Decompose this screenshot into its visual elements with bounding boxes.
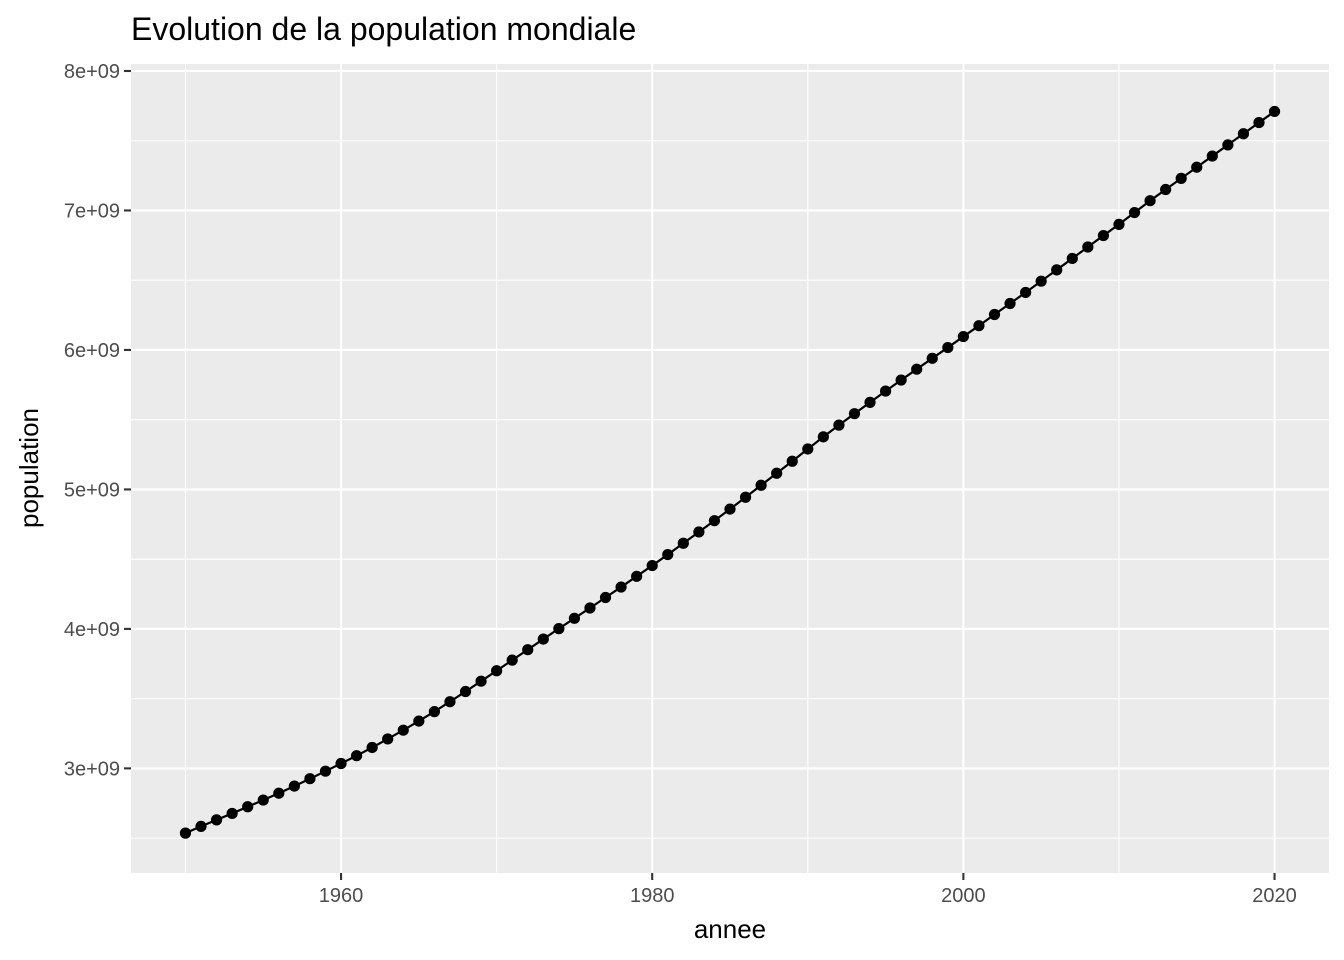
data-point — [210, 814, 223, 826]
y-tick-label: 5e+09 — [64, 479, 120, 501]
data-point — [1066, 252, 1078, 265]
x-axis-title: annee — [694, 914, 766, 944]
data-point — [708, 515, 721, 527]
plot-panel — [131, 64, 1329, 873]
data-point — [755, 479, 767, 491]
data-point — [553, 623, 565, 635]
data-point — [677, 537, 689, 549]
data-point — [879, 385, 892, 397]
data-point — [802, 443, 814, 455]
data-point — [1253, 116, 1265, 129]
data-point — [288, 780, 300, 792]
series-layer — [179, 105, 1281, 839]
data-point — [257, 794, 269, 806]
data-point — [864, 396, 876, 408]
x-tick-label: 2000 — [941, 885, 986, 907]
data-point — [1160, 183, 1172, 196]
data-point — [1237, 128, 1250, 140]
data-point — [662, 548, 674, 561]
y-tick-label: 4e+09 — [64, 619, 120, 641]
data-point — [973, 320, 985, 332]
data-point — [522, 644, 534, 656]
data-point — [957, 330, 969, 343]
data-point — [1128, 206, 1141, 219]
data-point — [506, 654, 518, 666]
data-point — [537, 633, 549, 645]
data-point — [833, 419, 845, 431]
data-point — [491, 665, 503, 677]
y-tick-label: 3e+09 — [64, 758, 120, 780]
data-point — [942, 341, 954, 354]
y-tick-label: 6e+09 — [64, 340, 120, 362]
chart-title: Evolution de la population mondiale — [131, 11, 636, 47]
data-point — [1082, 241, 1094, 253]
axis-layer: 1960 1980 2000 2020 3e+09 4e+09 5e+09 6e+09 7e+0… — [64, 61, 1297, 907]
data-point — [817, 431, 829, 443]
data-point — [226, 807, 238, 820]
data-point — [273, 787, 285, 799]
x-tick-label: 1960 — [319, 885, 364, 907]
data-point — [242, 801, 254, 813]
data-point — [1206, 150, 1218, 162]
data-point — [631, 570, 643, 582]
x-tick-label: 2020 — [1252, 885, 1297, 907]
y-tick-label: 8e+09 — [64, 61, 120, 83]
data-point — [615, 581, 627, 593]
data-point — [739, 491, 752, 503]
data-point — [459, 685, 472, 698]
data-point — [724, 503, 736, 515]
data-point — [428, 706, 440, 718]
data-point — [179, 827, 192, 839]
data-point — [335, 757, 347, 770]
grid-layer — [131, 64, 1329, 873]
data-point — [895, 374, 907, 386]
x-tick-label: 1980 — [630, 885, 675, 907]
data-point — [397, 724, 409, 736]
data-point — [475, 675, 487, 687]
y-axis-title: population — [14, 408, 44, 528]
data-point — [786, 455, 798, 467]
data-point — [382, 733, 394, 745]
data-point — [1051, 264, 1063, 276]
data-point — [1020, 286, 1032, 299]
data-point — [1222, 139, 1234, 151]
data-point — [366, 741, 378, 754]
data-point — [304, 773, 316, 785]
data-point — [926, 352, 938, 364]
data-point — [771, 467, 783, 479]
data-point — [568, 612, 581, 624]
y-tick-label: 7e+09 — [64, 200, 120, 222]
data-point — [1268, 105, 1281, 118]
data-point — [584, 602, 596, 614]
data-point — [646, 559, 658, 572]
data-point — [444, 696, 456, 708]
data-point — [319, 765, 332, 777]
data-point — [1097, 229, 1109, 242]
data-point — [195, 820, 207, 833]
data-point — [413, 715, 425, 727]
data-point — [848, 408, 861, 420]
data-point — [693, 526, 705, 538]
data-point — [911, 363, 923, 375]
data-point — [1004, 297, 1016, 310]
data-point — [1113, 218, 1125, 231]
data-point — [1191, 161, 1203, 173]
data-point — [351, 750, 363, 762]
data-point — [599, 591, 612, 604]
data-point — [1035, 275, 1047, 287]
data-point — [1144, 195, 1156, 207]
data-point — [988, 308, 1001, 321]
data-point — [1175, 172, 1187, 184]
